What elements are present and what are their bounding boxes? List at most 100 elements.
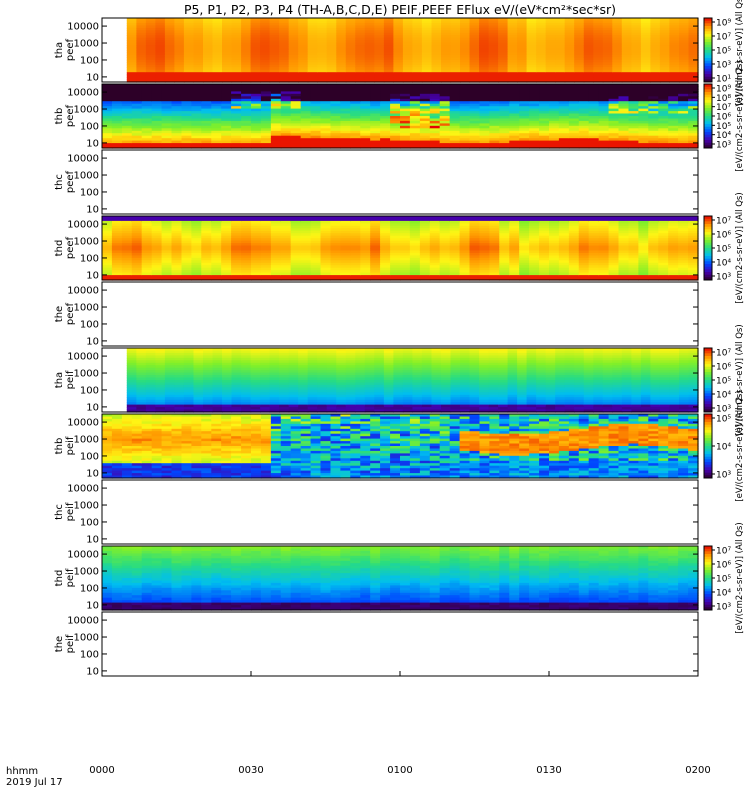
heatmap-cell [151,130,163,134]
heatmap-cell [564,62,575,66]
heatmap-cell [555,22,566,26]
heatmap-cell [658,223,669,227]
heatmap-cell [549,277,560,281]
heatmap-cell [558,130,570,134]
heatmap-cell [688,267,699,271]
heatmap-cell [269,50,280,54]
heatmap-cell [409,262,421,266]
heatmap-cell [326,37,337,41]
heatmap-cell [155,30,166,34]
heatmap-cell [402,22,413,26]
heatmap-cell [288,50,299,54]
heatmap-cell [141,138,153,142]
heatmap-cell [536,69,547,73]
heatmap-cell [564,74,575,78]
heatmap-cell [360,86,371,90]
heatmap-cell [280,267,292,271]
heatmap-cell [340,88,351,92]
heatmap-cell [449,267,461,271]
heatmap-cell [479,265,490,269]
heatmap-cell [638,106,649,110]
heatmap-cell [612,45,623,49]
heatmap-cell [131,145,143,149]
heatmap-cell [203,54,214,58]
heatmap-cell [558,260,570,264]
heatmap-cell [251,216,262,220]
heatmap-cell [631,37,642,41]
heatmap-cell [390,98,401,102]
heatmap-cell [539,250,550,254]
heatmap-cell [564,25,575,29]
heatmap-cell [526,67,537,71]
heatmap-cell [412,37,423,41]
heatmap-cell [598,228,610,232]
heatmap-cell [211,277,222,281]
heatmap-cell [628,140,639,144]
heatmap-cell [340,243,351,247]
heatmap-cell [638,118,649,122]
heatmap-cell [269,57,280,61]
heatmap-cell [231,138,242,142]
heatmap-cell [668,255,679,259]
heatmap-cell [300,245,312,249]
heatmap-cell [402,50,413,54]
heatmap-cell [290,223,302,227]
heatmap-cell [181,223,192,227]
heatmap-cell [171,220,182,224]
heatmap-cell [450,27,461,31]
heatmap-cell [441,30,452,34]
heatmap-cell [568,228,580,232]
heatmap-cell [231,220,242,224]
heatmap-cell [568,145,580,149]
heatmap-cell [211,252,222,256]
heatmap-cell [350,275,361,279]
heatmap-cell [650,74,661,78]
heatmap-cell [383,42,394,46]
heatmap-cell [441,79,452,83]
heatmap-cell [161,252,173,256]
heatmap-cell [231,79,242,83]
colorbar-swatch [704,237,712,241]
heatmap-cell [145,79,156,83]
heatmap-cell [612,57,623,61]
heatmap-cell [111,218,123,222]
heatmap-cell [126,394,137,398]
heatmap-cell [469,252,480,256]
heatmap-cell [126,372,137,376]
heatmap-cell [588,223,600,227]
heatmap-cell [583,27,594,31]
heatmap-cell [183,42,194,46]
heatmap-cell [393,25,404,29]
heatmap-cell [136,27,147,31]
colorbar-swatch [704,264,712,268]
heatmap-cell [164,74,175,78]
heatmap-cell [479,35,490,39]
heatmap-cell [588,255,600,259]
heatmap-cell [326,42,337,46]
heatmap-cell [330,248,341,252]
heatmap-cell [638,116,649,120]
heatmap-cell [231,74,242,78]
heatmap-cell [290,255,302,259]
heatmap-cell [574,35,585,39]
heatmap-cell [211,140,222,144]
heatmap-cell [290,228,302,232]
heatmap-cell [131,223,143,227]
heatmap-cell [260,262,272,266]
heatmap-cell [370,111,381,115]
heatmap-cell [260,220,272,224]
heatmap-cell [421,59,432,63]
heatmap-cell [270,228,282,232]
heatmap-cell [400,260,411,264]
heatmap-cell [310,93,322,97]
heatmap-cell [412,18,423,22]
heatmap-cell [191,225,202,229]
colorbar-swatch [704,26,712,30]
heatmap-cell [171,101,182,105]
heatmap-cell [549,86,560,90]
heatmap-cell [628,113,639,117]
heatmap-cell [678,252,689,256]
heatmap-cell [489,218,500,222]
